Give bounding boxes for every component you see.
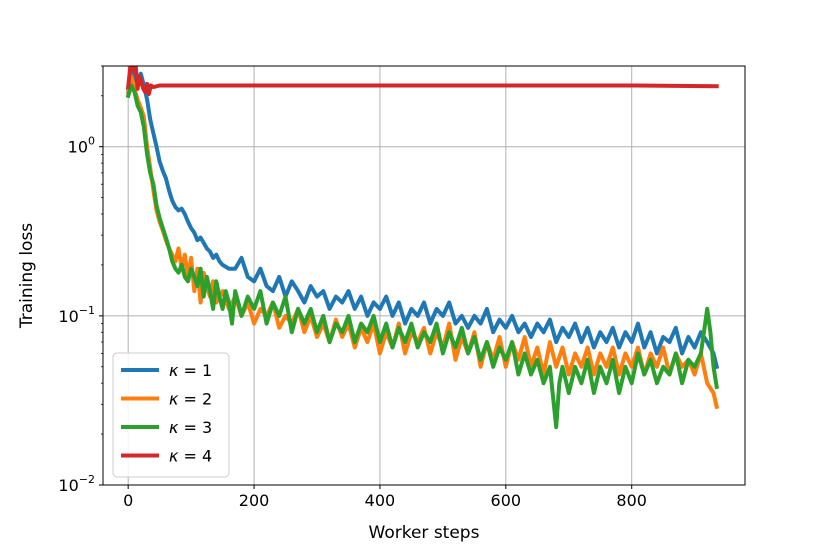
y-tick-exponent: −2 [79,473,95,486]
legend-value: 4 [202,447,212,466]
grid [103,66,745,485]
legend-box [112,352,230,478]
y-tick-base: 10 [58,307,78,326]
legend: κ = 1κ = 2κ = 3κ = 4 [112,352,230,478]
x-axis-label: Worker steps [369,523,480,543]
legend-label: κ = 1 [169,361,212,380]
series-line [125,83,719,430]
x-tick-label: 800 [616,491,647,510]
y-tick-base: 10 [58,476,78,495]
y-tick-label: 10−1 [58,304,95,326]
legend-label: κ = 4 [169,447,212,466]
series-lines [125,66,720,430]
legend-symbol: κ [169,447,179,466]
x-tick-label: 200 [239,491,270,510]
legend-equals: = [178,361,202,380]
legend-value: 1 [202,361,212,380]
y-tick-label: 100 [68,135,95,157]
series-line [125,74,720,410]
y-tick-exponent: −1 [79,304,95,317]
x-tick-label: 600 [491,491,522,510]
legend-symbol: κ [169,361,179,380]
legend-equals: = [178,390,202,409]
series-line [125,69,720,370]
y-tick-label: 10−2 [58,473,95,495]
legend-symbol: κ [169,390,179,409]
x-tick-label: 400 [365,491,396,510]
legend-value: 3 [202,418,212,437]
y-tick-exponent: 0 [88,135,95,148]
legend-label: κ = 2 [169,390,212,409]
legend-symbol: κ [169,418,179,437]
plot-frame [102,65,746,486]
legend-value: 2 [202,390,212,409]
legend-label: κ = 3 [169,418,212,437]
x-tick-label: 0 [123,491,133,510]
legend-equals: = [178,447,202,466]
y-axis-label: Training loss [17,223,37,329]
legend-equals: = [178,418,202,437]
y-tick-base: 10 [68,138,88,157]
series-line [126,66,719,96]
